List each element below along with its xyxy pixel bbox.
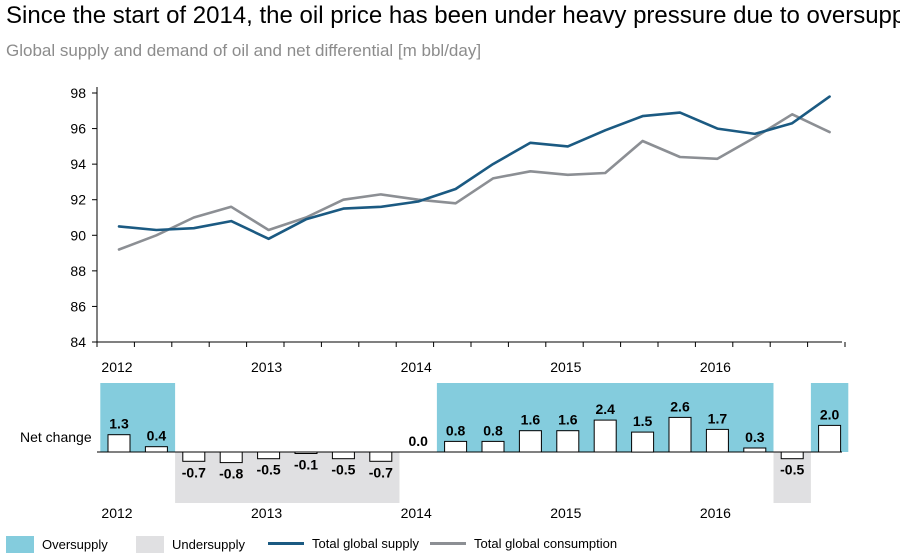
net-change-value-label: 0.8: [446, 422, 466, 438]
net-change-value-label: 0.8: [483, 422, 503, 438]
net-change-value-label: -0.1: [294, 456, 318, 472]
x-year-label: 2016: [700, 359, 731, 375]
net-change-bar: [481, 440, 505, 453]
net-change-bar: [144, 446, 168, 453]
legend-consumption: Total global consumption: [430, 536, 617, 551]
net-change-bar: [631, 431, 655, 453]
consumption-line: [117, 113, 831, 251]
net-change-value-label: 2.6: [670, 398, 690, 414]
net-change-bar: [780, 451, 804, 460]
supply-line-swatch: [268, 542, 304, 545]
y-tick-label: 88: [70, 263, 86, 279]
net-change-value-label: 0.3: [745, 429, 765, 445]
net-change-bar: [182, 451, 206, 462]
net-change-value-label: -0.8: [219, 466, 243, 482]
undersupply-region: [175, 452, 400, 503]
legend-oversupply: Oversupply: [6, 536, 108, 553]
net-change-bar: [705, 428, 729, 453]
net-change-bar: [668, 416, 692, 453]
net-change-bar: [556, 430, 580, 453]
legend-supply: Total global supply: [268, 536, 419, 551]
undersupply-region: [773, 452, 811, 503]
legend-consumption-label: Total global consumption: [474, 536, 618, 551]
consumption-line-swatch: [430, 542, 466, 545]
net-change-bar: [257, 451, 281, 460]
net-change-value-label: -0.5: [780, 462, 804, 478]
net-change-value-label: -0.5: [257, 462, 281, 478]
net-change-bar: [593, 419, 617, 453]
net-change-value-label: -0.7: [369, 464, 393, 480]
net-change-bar: [818, 424, 842, 453]
legend-oversupply-label: Oversupply: [42, 537, 108, 552]
net-change-value-label: 0.4: [147, 428, 167, 444]
bar-year-label: 2013: [251, 505, 282, 521]
oversupply-swatch: [6, 536, 34, 553]
x-year-label: 2013: [251, 359, 282, 375]
y-tick-label: 86: [70, 298, 86, 314]
net-change-value-label: -0.5: [331, 462, 355, 478]
net-change-value-label: -0.7: [182, 464, 206, 480]
net-change-label: Net change: [20, 429, 92, 445]
net-change-value-label: 2.0: [820, 406, 840, 422]
net-change-bar: [331, 451, 355, 460]
chart-subtitle: Global supply and demand of oil and net …: [6, 41, 482, 60]
net-change-value-label: 1.7: [708, 410, 728, 426]
x-year-label: 2014: [401, 359, 432, 375]
net-change-bar: [219, 451, 243, 464]
net-change-value-label: 2.4: [595, 401, 615, 417]
bar-year-label: 2012: [101, 505, 132, 521]
y-tick-label: 98: [70, 85, 86, 101]
undersupply-swatch: [136, 536, 164, 553]
legend-undersupply: Undersupply: [136, 536, 245, 553]
legend-supply-label: Total global supply: [312, 536, 419, 551]
y-tick-label: 96: [70, 121, 86, 137]
net-change-bar: [518, 430, 542, 453]
net-change-value-label: 0.0: [408, 433, 428, 449]
net-change-value-label: 1.5: [633, 413, 653, 429]
legend: Oversupply Undersupply Total global supp…: [0, 536, 900, 558]
x-year-label: 2015: [550, 359, 581, 375]
oil-chart: 84 86 88 90 92 94 96 98 2012 2013 2014 2015 2016 1.3 0…: [20, 85, 849, 521]
net-change-bar: [107, 434, 131, 453]
net-change-value-label: 1.6: [521, 412, 541, 428]
y-tick-label: 84: [70, 334, 86, 350]
net-change-bar: [369, 451, 393, 462]
net-change-value-label: 1.3: [109, 416, 129, 432]
x-year-label: 2012: [101, 359, 132, 375]
net-change-bar: [743, 447, 767, 453]
y-tick-label: 92: [70, 192, 86, 208]
legend-undersupply-label: Undersupply: [172, 537, 245, 552]
net-change-bar: [294, 451, 318, 454]
bar-year-label: 2014: [401, 505, 432, 521]
bar-year-label: 2016: [700, 505, 731, 521]
bar-year-label: 2015: [550, 505, 581, 521]
net-change-value-label: 1.6: [558, 412, 578, 428]
y-tick-label: 94: [70, 156, 86, 172]
net-change-bar: [444, 440, 468, 453]
y-tick-label: 90: [70, 227, 86, 243]
supply-line: [117, 95, 831, 241]
chart-title: Since the start of 2014, the oil price h…: [6, 2, 900, 29]
